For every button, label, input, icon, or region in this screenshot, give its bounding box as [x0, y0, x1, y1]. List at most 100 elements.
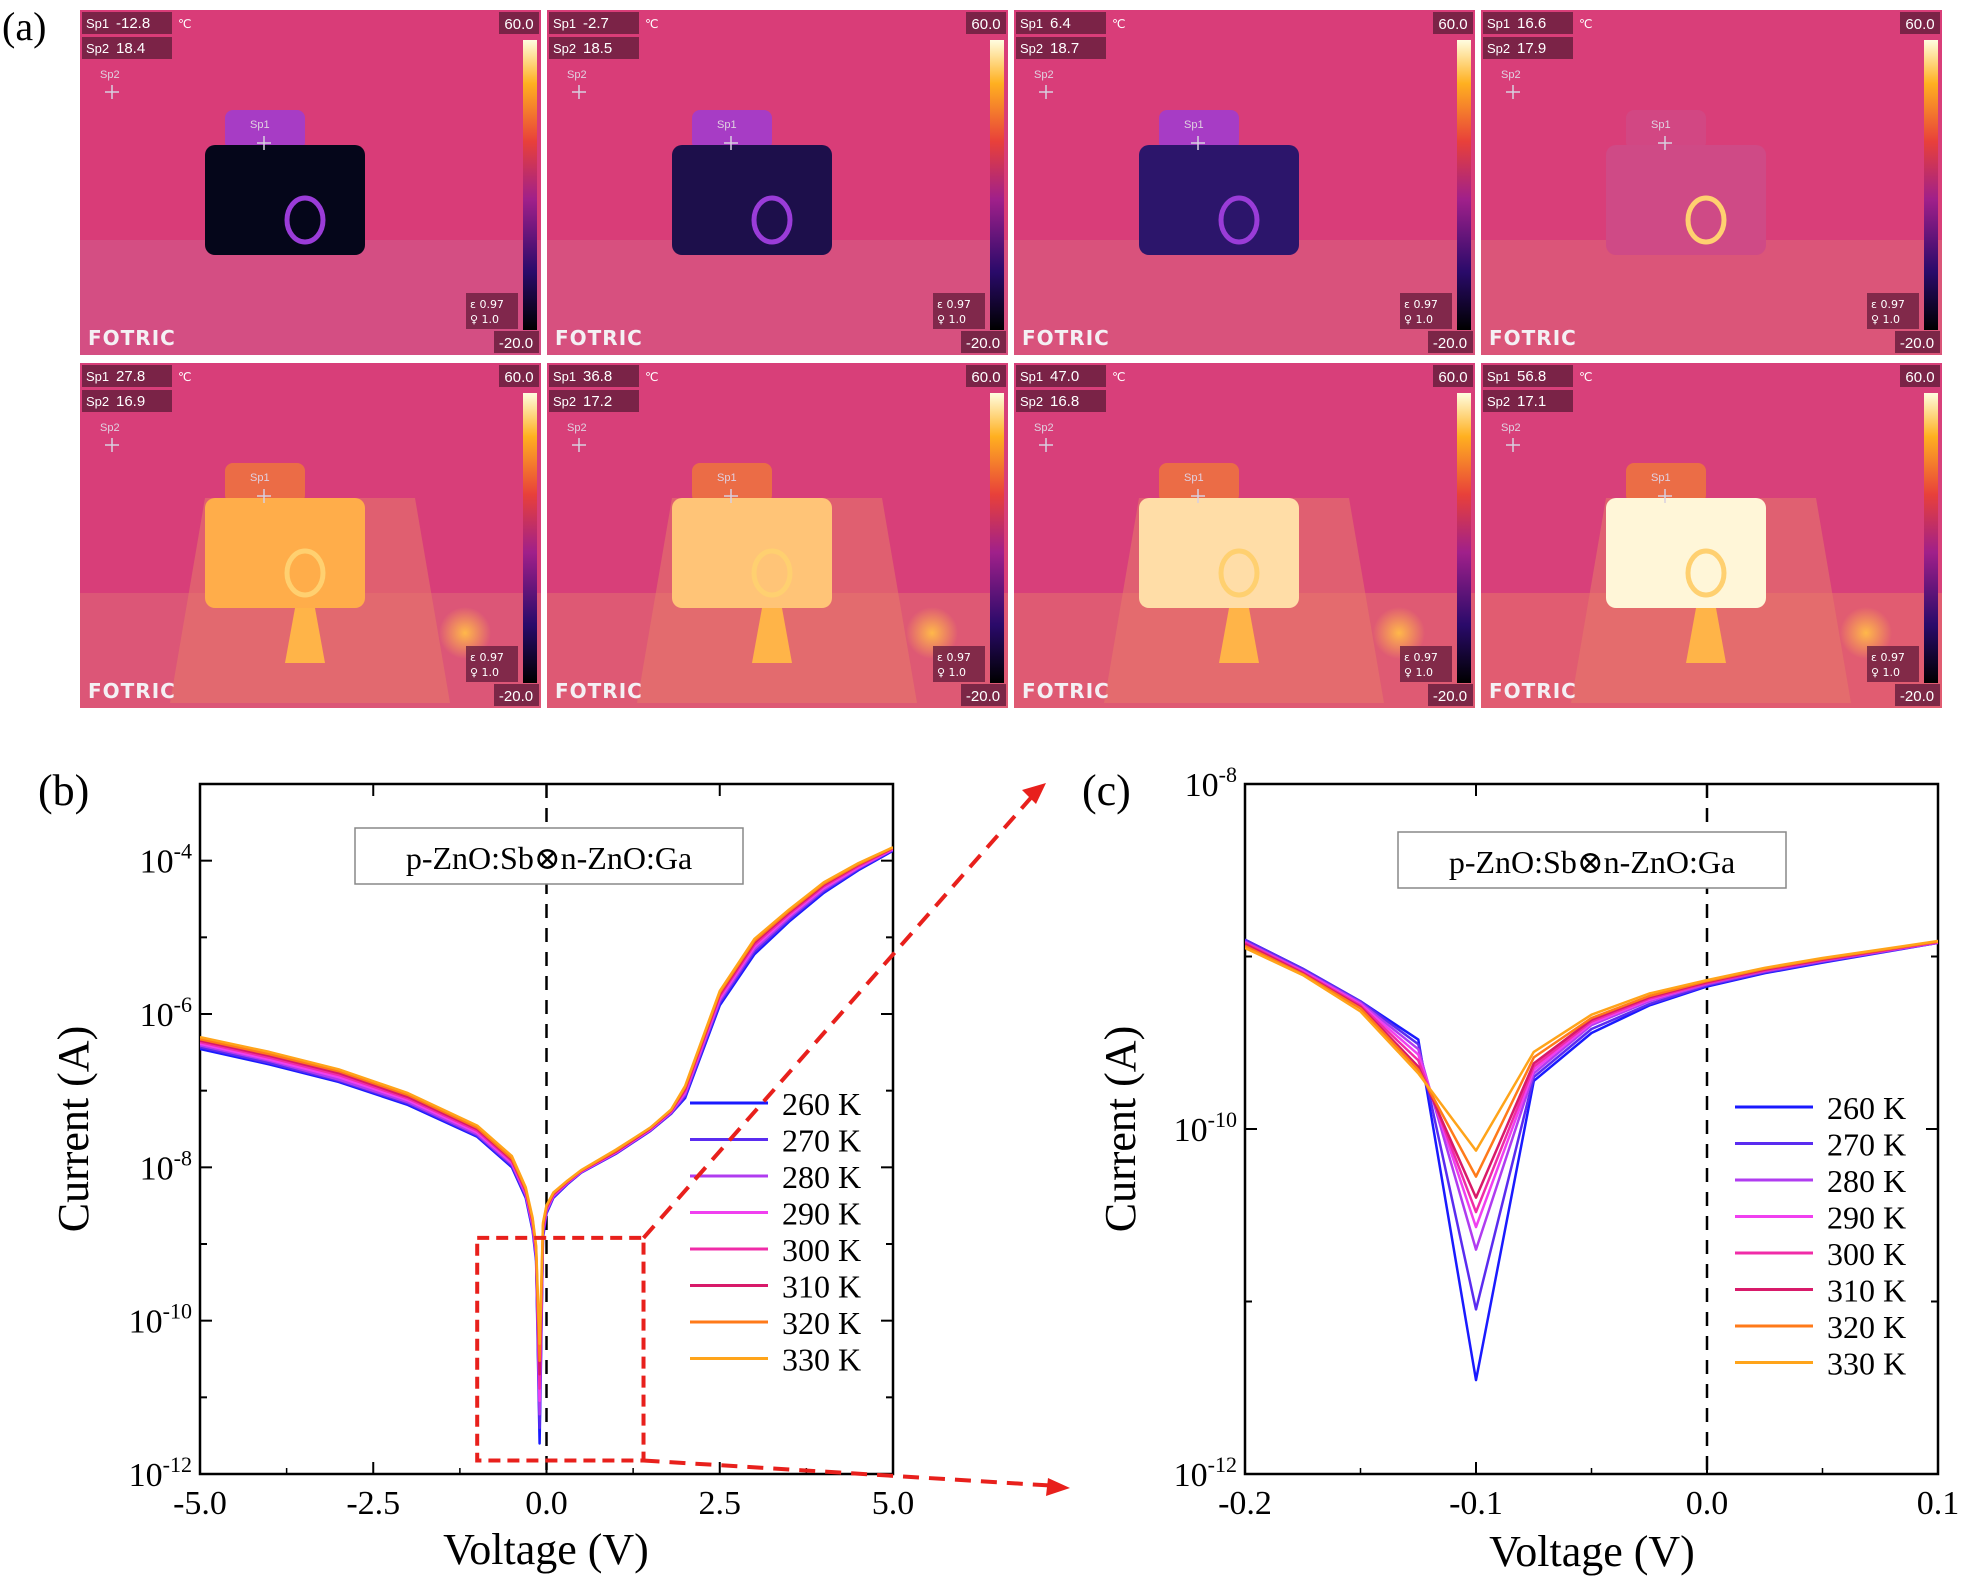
distance-label: ♀ 1.0: [1404, 666, 1433, 679]
y-tick-label: 10-8: [140, 1145, 192, 1187]
scale-max-label: 60.0: [1438, 369, 1467, 386]
y-tick-label: 10-6: [140, 992, 192, 1034]
scale-max-label: 60.0: [971, 369, 1000, 386]
y-tick-label: 10-8: [1185, 762, 1237, 804]
spot1-marker-label: Sp1: [250, 119, 270, 131]
legend-label: 330 K: [782, 1342, 861, 1378]
spot1-marker-label: Sp1: [1184, 472, 1204, 484]
params-box: [466, 293, 518, 329]
zoom-arrowhead-bottom: [1046, 1478, 1070, 1496]
scale-min-box: [1428, 331, 1473, 353]
thermal-frame: Sp2 Sp1 Sp1 -2.7 ℃ Sp2 18.5 60.0 -20.0 ε 0.97 ♀ 1.…: [547, 10, 1008, 355]
brand-logo: FOTRIC: [1489, 326, 1577, 350]
chart-b-xlabel: Voltage (V): [443, 1525, 649, 1574]
chart-b-annotation: p-ZnO:Sb⊗n-ZnO:Ga: [406, 840, 692, 876]
spot1-value: -12.8: [116, 15, 150, 32]
scale-max-label: 60.0: [971, 16, 1000, 33]
brand-logo: FOTRIC: [555, 679, 643, 703]
spot2-marker-label: Sp2: [1501, 422, 1521, 434]
y-tick-label: 10-4: [140, 839, 192, 881]
brand-logo: FOTRIC: [555, 326, 643, 350]
spot2-marker-label: Sp2: [100, 69, 120, 81]
readout-box: [549, 365, 639, 387]
legend-label: 300 K: [782, 1232, 861, 1268]
legend-label: 300 K: [1827, 1236, 1906, 1272]
legend-label: 320 K: [782, 1305, 861, 1341]
zoom-arrow-bottom: [643, 1458, 1059, 1488]
thermal-stem: [752, 608, 792, 663]
readout-box: [1016, 390, 1106, 412]
legend-label: 310 K: [782, 1269, 861, 1305]
chart-b-annotation-box: [354, 827, 744, 885]
params-box: [1400, 646, 1452, 682]
spot2-marker-label: Sp2: [1501, 69, 1521, 81]
colorbar: [523, 393, 537, 683]
panel-label-a: (a): [2, 4, 46, 49]
thermal-block-top: [1626, 110, 1706, 150]
scale-min-label: -20.0: [499, 688, 533, 705]
thermal-ring: [1218, 195, 1260, 245]
colorbar: [990, 393, 1004, 683]
crosshair-icon: [105, 438, 119, 452]
thermal-stage: [1014, 240, 1475, 355]
thermal-ring: [751, 195, 793, 245]
params-box: [933, 646, 985, 682]
chart-c-ylabel: Current (A): [1096, 1026, 1145, 1233]
y-tick-label: 10-10: [129, 1299, 192, 1341]
emissivity-label: ε 0.97: [1404, 651, 1438, 664]
emissivity-label: ε 0.97: [1404, 298, 1438, 311]
scale-min-box: [494, 331, 539, 353]
thermal-block: [672, 145, 832, 255]
zoom-arrowhead-top: [1022, 783, 1046, 804]
scale-max-box: [966, 12, 1006, 34]
chart-b: -5.0 -2.5 0.0 2.5 5.010-1210-1010-810-610-4 …: [49, 782, 1070, 1574]
spot1-value: 16.6: [1517, 15, 1546, 32]
thermal-ring: [284, 195, 326, 245]
thermal-ring: [1685, 548, 1727, 598]
unit-label: ℃: [1112, 370, 1125, 384]
scale-min-label: -20.0: [1433, 688, 1467, 705]
scale-min-box: [961, 331, 1006, 353]
chart-b-ylabel: Current (A): [49, 1026, 98, 1233]
spot2-value: 17.1: [1517, 393, 1546, 410]
legend-label: 290 K: [1827, 1200, 1906, 1236]
scale-max-box: [966, 365, 1006, 387]
crosshair-icon: [1658, 489, 1672, 503]
spot1-value: 36.8: [583, 368, 612, 385]
emissivity-label: ε 0.97: [1871, 298, 1905, 311]
readout-box: [1016, 365, 1106, 387]
scale-min-label: -20.0: [966, 335, 1000, 352]
thermal-frame: Sp2 Sp1 Sp1 6.4 ℃ Sp2 18.7 60.0 -20.0 ε 0.97 ♀ 1.0…: [1014, 10, 1475, 355]
y-tick-label: 10-12: [1174, 1452, 1237, 1494]
thermal-stem: [1219, 608, 1259, 663]
x-tick-label: 0.0: [1686, 1485, 1729, 1522]
thermal-block-top: [225, 110, 305, 150]
scale-max-label: 60.0: [1438, 16, 1467, 33]
scale-max-box: [1433, 12, 1473, 34]
scale-max-box: [1433, 365, 1473, 387]
spot2-value: 17.2: [583, 393, 612, 410]
x-tick-label: 0.0: [525, 1485, 568, 1522]
thermal-block-top: [1626, 463, 1706, 503]
brand-logo: FOTRIC: [1489, 679, 1577, 703]
distance-label: ♀ 1.0: [937, 666, 966, 679]
crosshair-icon: [105, 85, 119, 99]
params-box: [466, 646, 518, 682]
x-tick-label: -2.5: [346, 1485, 400, 1522]
crosshair-icon: [257, 136, 271, 150]
x-tick-label: -5.0: [173, 1485, 227, 1522]
scale-max-box: [499, 12, 539, 34]
spot2-marker-label: Sp2: [567, 422, 587, 434]
scale-min-box: [1895, 684, 1940, 706]
spot1-value: 47.0: [1050, 368, 1079, 385]
crosshair-icon: [572, 438, 586, 452]
spot2-label: Sp2: [1487, 41, 1510, 56]
brand-logo: FOTRIC: [1022, 326, 1110, 350]
emissivity-label: ε 0.97: [937, 298, 971, 311]
readout-box: [82, 390, 172, 412]
thermal-ring: [284, 548, 326, 598]
spot1-label: Sp1: [1487, 369, 1510, 384]
spot1-label: Sp1: [1020, 369, 1043, 384]
spot1-marker-label: Sp1: [717, 119, 737, 131]
